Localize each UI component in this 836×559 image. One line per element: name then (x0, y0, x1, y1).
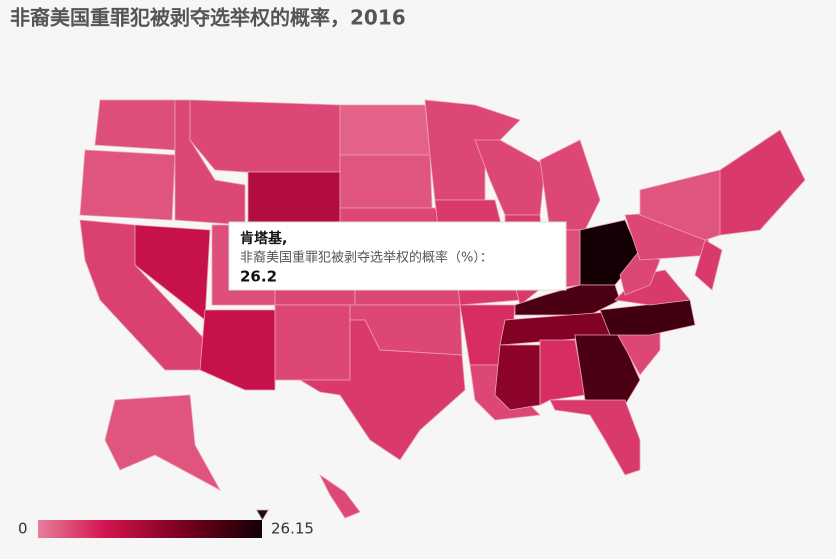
state (424, 99, 521, 201)
state (539, 139, 601, 231)
tooltip: 肯塔基, 非裔美国重罪犯被剥夺选举权的概率（%）： 26.2 (228, 221, 567, 291)
colorbar-pointer (255, 509, 270, 521)
hawaii (318, 473, 361, 519)
colorbar-min: 0 (18, 520, 28, 538)
state (189, 99, 341, 173)
state (514, 284, 621, 316)
state (298, 319, 466, 461)
state (694, 239, 723, 291)
tooltip-label: 非裔美国重罪犯被剥夺选举权的概率（%）： (240, 250, 493, 266)
state (494, 344, 541, 411)
state (274, 304, 351, 381)
state (619, 249, 661, 296)
state (199, 309, 276, 391)
state (79, 149, 176, 221)
tooltip-box (228, 221, 567, 291)
state (339, 154, 433, 209)
state (549, 399, 641, 476)
colorbar (38, 520, 262, 538)
states (79, 99, 806, 519)
state (339, 104, 431, 156)
tooltip-name: 肯塔基, (240, 230, 287, 247)
chart-title: 非裔美国重罪犯被剥夺选举权的概率，2016 (10, 6, 406, 30)
state (719, 129, 806, 236)
state (599, 299, 696, 336)
state (539, 339, 586, 406)
colorbar-max: 26.15 (271, 520, 314, 538)
state (104, 394, 222, 491)
state (94, 99, 176, 151)
tooltip-value: 26.2 (240, 268, 277, 286)
